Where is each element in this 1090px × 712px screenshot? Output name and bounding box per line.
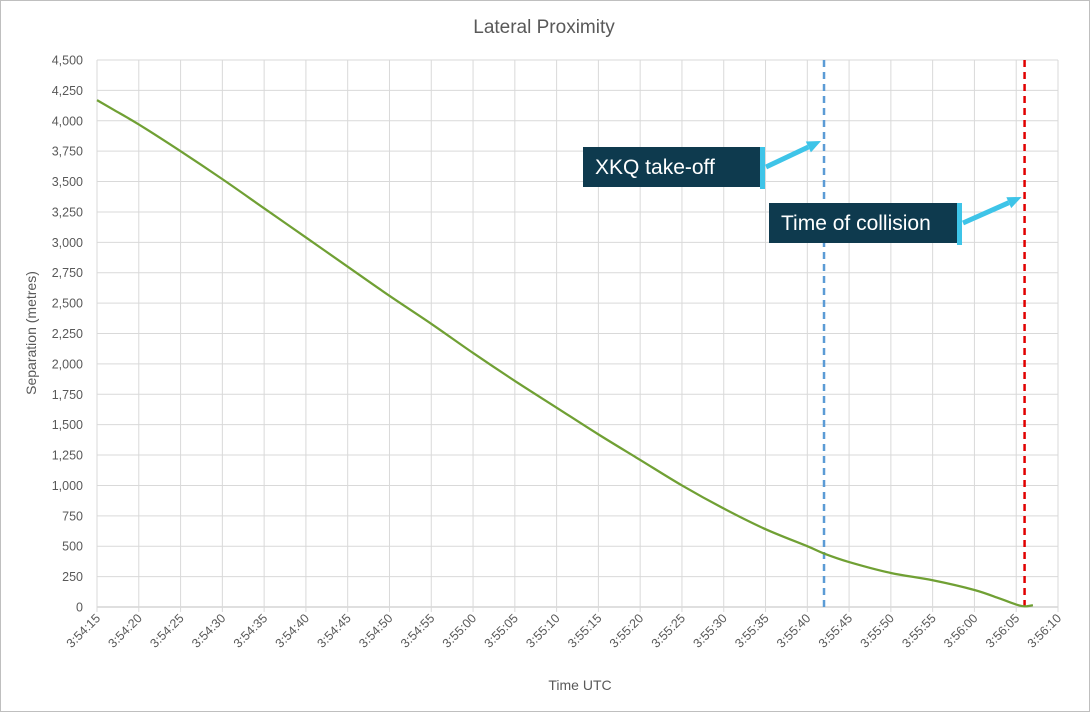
x-tick-label: 3:55:15 [565, 611, 604, 650]
x-axis-tick-labels: 3:54:15 3:54:20 3:54:25 3:54:30 3:54:35 3:54:… [64, 611, 1064, 650]
y-tick-label: 3,250 [52, 205, 83, 219]
grid [96, 59, 1059, 612]
annotation-box [769, 203, 958, 243]
x-tick-label: 3:55:05 [482, 611, 521, 650]
x-tick-label: 3:54:45 [314, 611, 353, 650]
x-tick-label: 3:55:25 [649, 611, 688, 650]
y-tick-label: 4,500 [52, 54, 83, 68]
y-tick-label: 3,750 [52, 145, 83, 159]
y-tick-label: 1,000 [52, 479, 83, 493]
x-tick-label: 3:54:25 [147, 611, 186, 650]
x-tick-label: 3:56:00 [941, 611, 980, 650]
annotation-accent [957, 203, 962, 245]
annotation-label: Time of collision [781, 212, 931, 235]
annotation-arrow-head [805, 141, 822, 153]
y-tick-label: 1,500 [52, 418, 83, 432]
x-tick-label: 3:56:10 [1025, 611, 1064, 650]
x-tick-label: 3:54:35 [231, 611, 270, 650]
x-tick-label: 3:55:00 [440, 611, 479, 650]
x-tick-label: 3:55:20 [607, 611, 646, 650]
annotations: XKQ take-off Time of collision [583, 141, 1022, 245]
y-tick-label: 750 [62, 509, 83, 523]
annotation-callout: XKQ take-off [583, 141, 822, 189]
chart-title: Lateral Proximity [473, 17, 615, 38]
x-tick-label: 3:55:30 [690, 611, 729, 650]
annotation-accent [760, 147, 765, 189]
y-tick-label: 3,000 [52, 236, 83, 250]
x-tick-label: 3:55:45 [816, 611, 855, 650]
x-tick-label: 3:54:40 [273, 611, 312, 650]
series [96, 99, 1034, 608]
x-tick-label: 3:55:40 [774, 611, 813, 650]
y-tick-label: 1,750 [52, 388, 83, 402]
x-tick-label: 3:54:30 [189, 611, 228, 650]
x-tick-label: 3:54:55 [398, 611, 437, 650]
x-tick-label: 3:55:55 [899, 611, 938, 650]
annotation-arrow-shaft [764, 144, 810, 170]
annotation-arrow-shaft [961, 200, 1010, 226]
y-tick-label: 0 [76, 601, 83, 615]
x-tick-label: 3:54:50 [356, 611, 395, 650]
y-tick-label: 4,000 [52, 114, 83, 128]
y-tick-label: 4,250 [52, 84, 83, 98]
y-tick-label: 2,750 [52, 266, 83, 280]
annotation-arrow-head [1006, 197, 1022, 209]
y-tick-label: 2,000 [52, 357, 83, 371]
x-tick-label: 3:55:50 [858, 611, 897, 650]
y-tick-label: 2,250 [52, 327, 83, 341]
x-tick-label: 3:55:10 [523, 611, 562, 650]
y-axis-tick-labels: 0 250 500 750 1,000 1,250 1,500 1,750 2,000 2,250… [52, 54, 83, 615]
y-axis-title: Separation (metres) [23, 271, 39, 395]
x-tick-label: 3:54:15 [64, 611, 103, 650]
annotation-callout: Time of collision [769, 197, 1022, 245]
separation-series-line [96, 99, 1034, 608]
x-tick-label: 3:54:20 [106, 611, 145, 650]
y-tick-label: 250 [62, 570, 83, 584]
x-axis-title: Time UTC [548, 677, 611, 693]
y-tick-label: 1,250 [52, 449, 83, 463]
y-tick-label: 2,500 [52, 297, 83, 311]
y-tick-label: 500 [62, 540, 83, 554]
annotation-box [583, 147, 761, 187]
y-tick-label: 3,500 [52, 175, 83, 189]
x-tick-label: 3:55:35 [732, 611, 771, 650]
annotation-label: XKQ take-off [595, 156, 715, 179]
x-tick-label: 3:56:05 [983, 611, 1022, 650]
